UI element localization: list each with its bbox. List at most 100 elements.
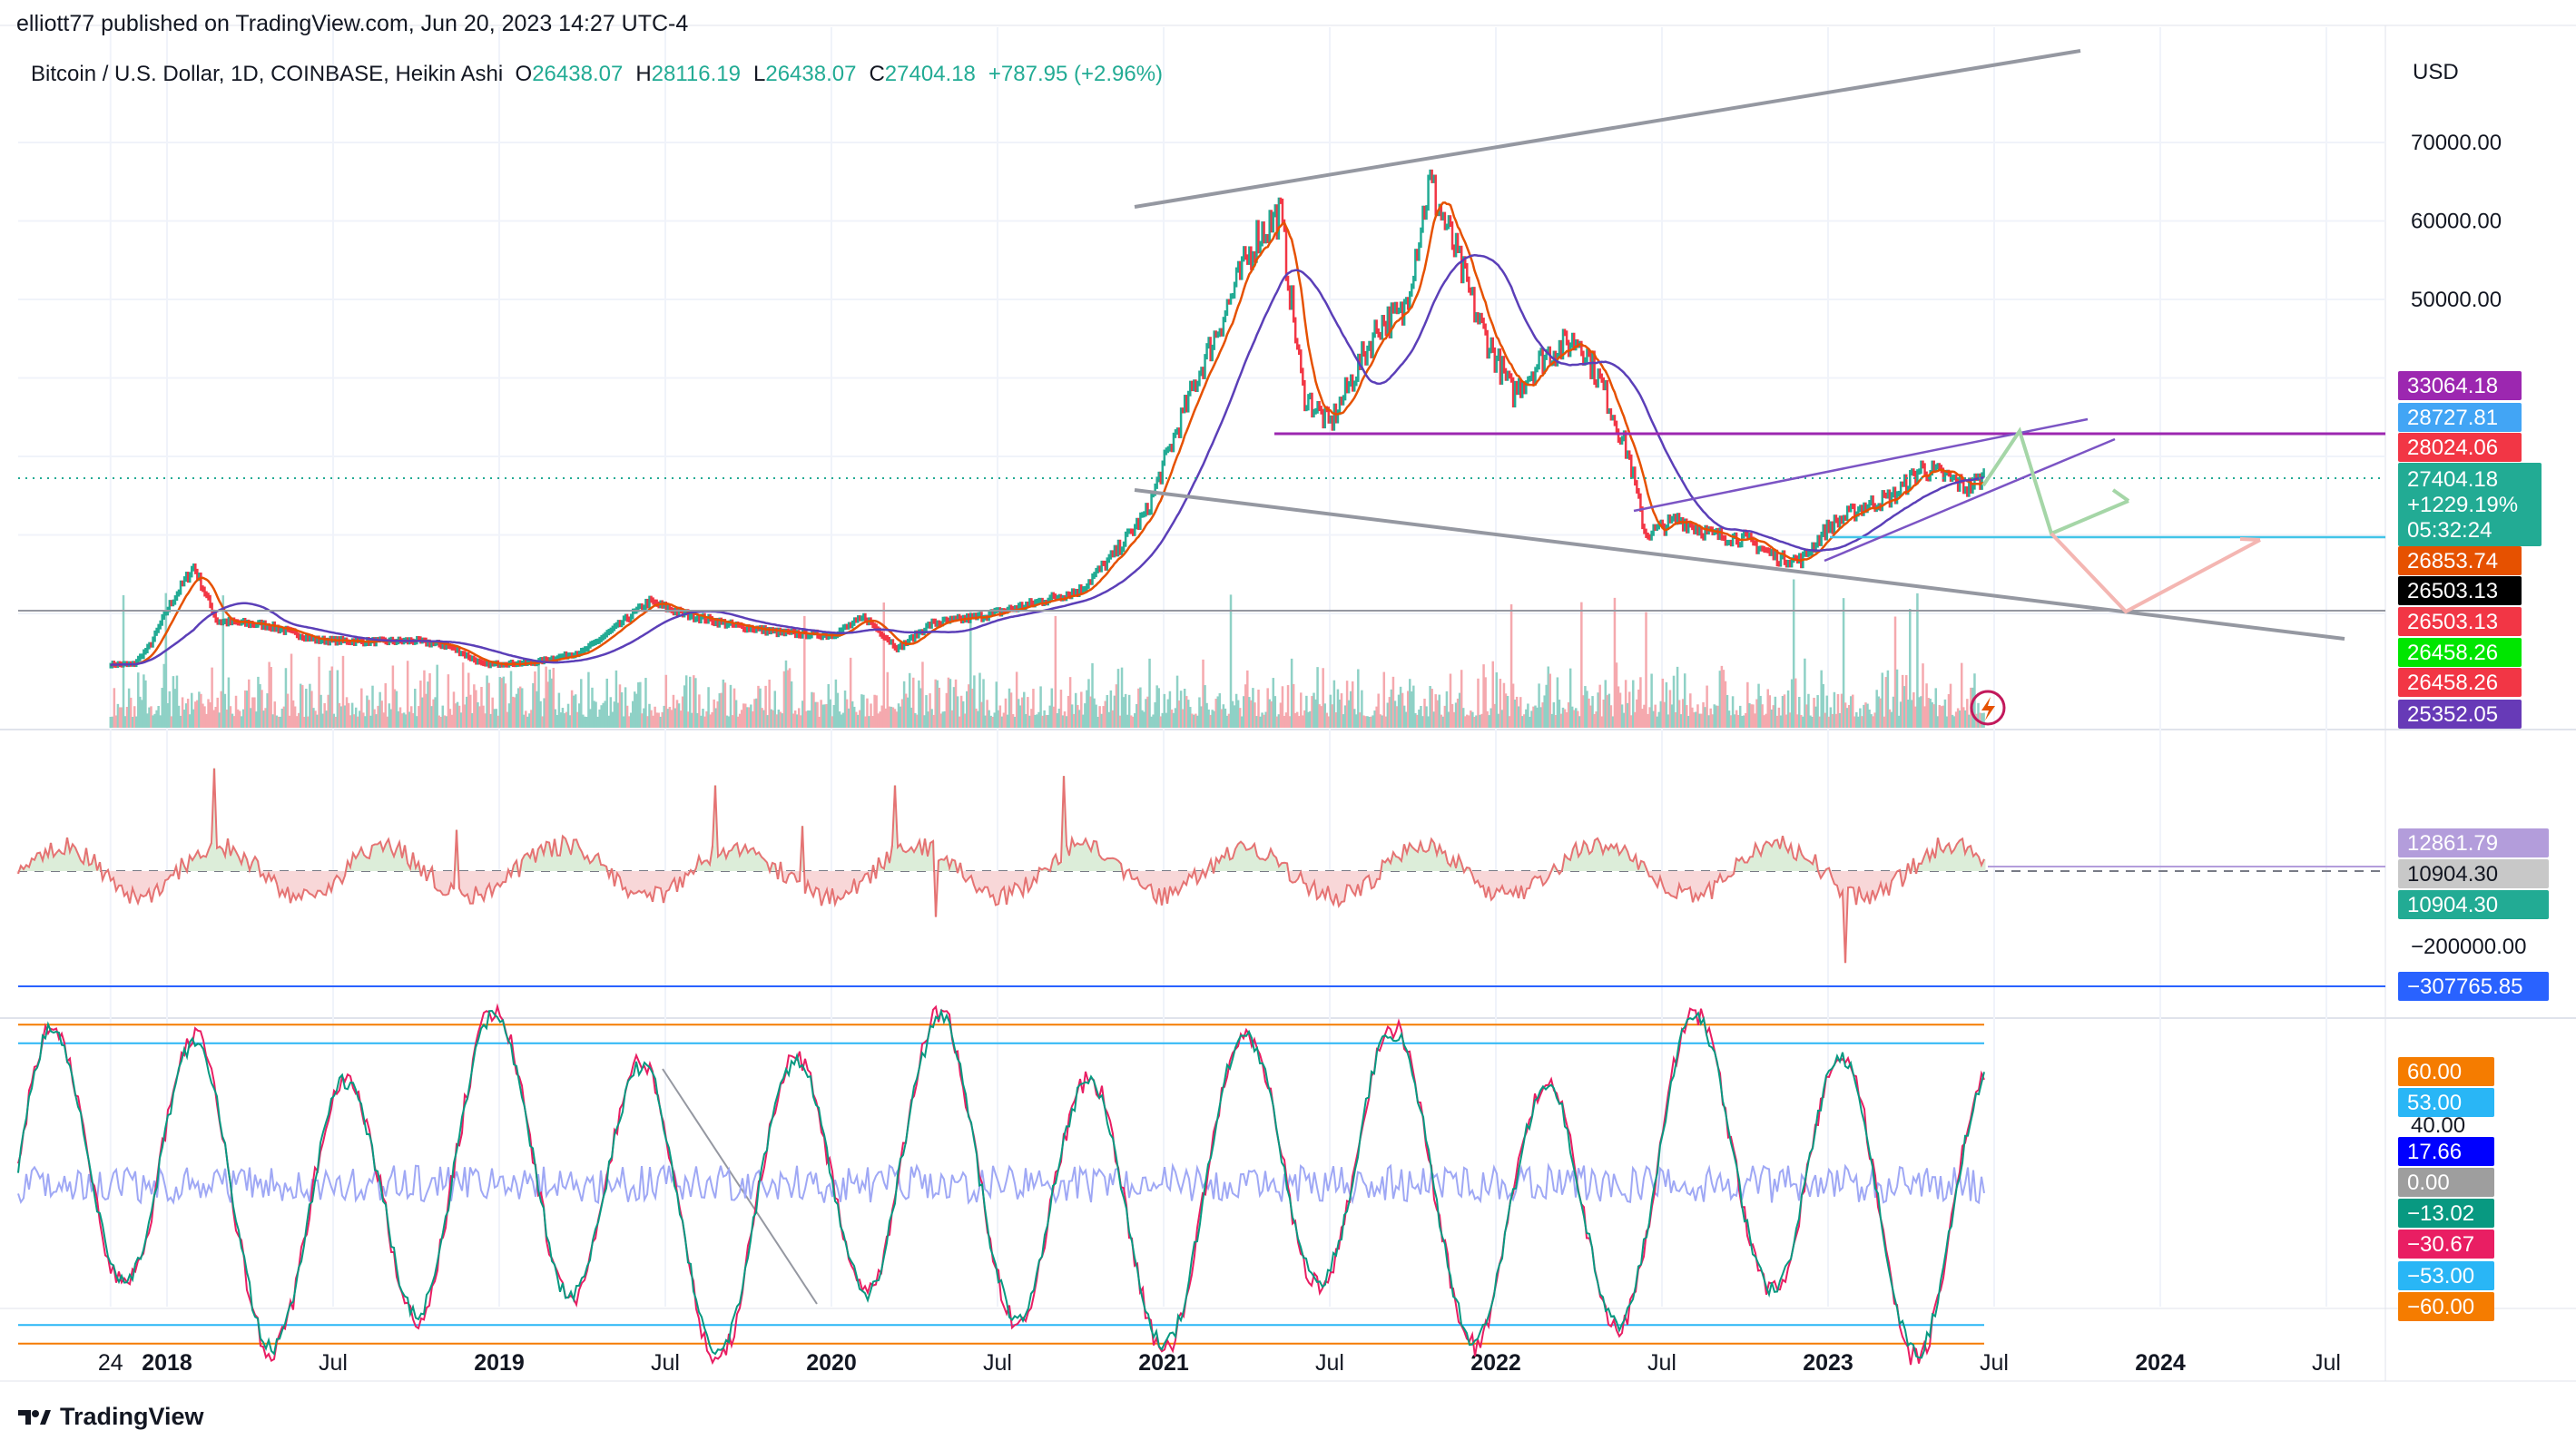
tradingview-brand[interactable]: TradingView xyxy=(16,1403,204,1431)
oscillator-tick-label: 40.00 xyxy=(2411,1113,2465,1138)
time-tick-label: Jul xyxy=(319,1350,348,1376)
last-price-badge xyxy=(2398,463,2542,546)
bearish-arrow-head xyxy=(2239,537,2261,542)
oscillator-signal-line xyxy=(17,1162,1985,1206)
oscillator-trendline xyxy=(662,1068,818,1305)
price-level-badge xyxy=(2398,371,2522,400)
upper-trendline xyxy=(1134,49,2081,209)
time-tick-label: Jul xyxy=(1315,1350,1344,1376)
oscillator-level-badge xyxy=(2398,1168,2494,1197)
price-level-value: 26458.26 xyxy=(2407,641,2498,665)
oscillator-level-badge xyxy=(2398,972,2549,1001)
price-level-value: 26853.74 xyxy=(2407,549,2498,573)
oscillator-level-badge xyxy=(2398,1088,2494,1117)
symbol-title: Bitcoin / U.S. Dollar, 1D, COINBASE, Hei… xyxy=(31,62,504,86)
tradingview-logo-icon xyxy=(18,1409,51,1425)
currency-label: USD xyxy=(2413,60,2459,84)
price-level-badge xyxy=(2398,700,2522,729)
brand-name: TradingView xyxy=(60,1403,204,1430)
oscillator-line xyxy=(17,768,1985,964)
price-level-value: 26503.13 xyxy=(2407,579,2498,603)
lower-trendline xyxy=(1134,488,2345,641)
low-label: L xyxy=(752,62,766,86)
oscillator-level-value: −30.67 xyxy=(2407,1232,2474,1257)
price-level-value: 33064.18 xyxy=(2407,374,2498,398)
oscillator-level-value: 12861.79 xyxy=(2407,831,2498,856)
price-level-badge xyxy=(2398,403,2522,432)
price-tick-label: 60000.00 xyxy=(2411,210,2502,234)
symbol-legend: Bitcoin / U.S. Dollar, 1D, COINBASE, Hei… xyxy=(31,62,1163,87)
time-tick-label: 2018 xyxy=(142,1350,192,1376)
volume-bars xyxy=(109,579,1985,728)
price-tick-label: 70000.00 xyxy=(2411,131,2502,155)
time-tick-label: Jul xyxy=(1980,1350,2009,1376)
time-tick-label: 2022 xyxy=(1470,1350,1521,1376)
oscillator-level-value: 60.00 xyxy=(2407,1060,2462,1084)
oscillator-level-value: 10904.30 xyxy=(2407,862,2498,887)
high-label: H xyxy=(635,62,652,86)
bearish-projection-arrow xyxy=(2050,532,2261,614)
price-level-value: 25352.05 xyxy=(2407,702,2498,727)
bullish-projection-arrow xyxy=(1981,426,2129,536)
high-value: 28116.19 xyxy=(651,62,741,86)
oscillator-d-line xyxy=(17,1008,1985,1359)
lightning-icon xyxy=(1981,697,1995,720)
oscillator-tick-label: −200000.00 xyxy=(2411,935,2526,959)
low-value: 26438.07 xyxy=(765,62,857,86)
oscillator-level-badge xyxy=(2398,1261,2494,1290)
price-level-value: 26503.13 xyxy=(2407,610,2498,634)
oscillator-level-badge xyxy=(2398,828,2549,857)
price-level-badge xyxy=(2398,668,2522,697)
oscillator-k-line xyxy=(17,1003,1985,1366)
price-level-badge xyxy=(2398,607,2522,636)
price-level-badge xyxy=(2398,576,2522,605)
oscillator-level-value: −60.00 xyxy=(2407,1295,2474,1319)
oscillator-level-value: 0.00 xyxy=(2407,1171,2450,1195)
wedge-lower-line xyxy=(1824,437,2116,563)
time-tick-label: 24 xyxy=(98,1350,123,1376)
price-level-badge xyxy=(2398,546,2522,575)
oscillator-level-value: 53.00 xyxy=(2407,1091,2462,1115)
open-value: 26438.07 xyxy=(532,62,624,86)
last-price-change: +1229.19% xyxy=(2407,493,2518,517)
price-level-value: 28024.06 xyxy=(2407,436,2498,460)
price-level-badge xyxy=(2398,433,2522,462)
publish-header: elliott77 published on TradingView.com, … xyxy=(16,11,689,36)
bar-countdown: 05:32:24 xyxy=(2407,518,2492,543)
oscillator-level-badge xyxy=(2398,1137,2494,1166)
time-tick-label: 2021 xyxy=(1138,1350,1189,1376)
close-label: C xyxy=(869,62,885,86)
oscillator-level-value: −307765.85 xyxy=(2407,975,2522,999)
time-tick-label: 2023 xyxy=(1803,1350,1853,1376)
oscillator-level-value: −13.02 xyxy=(2407,1201,2474,1226)
bullish-arrow-head xyxy=(2111,488,2130,503)
price-tick-label: 50000.00 xyxy=(2411,288,2502,312)
last-price-value: 27404.18 xyxy=(2407,467,2498,492)
oscillator-level-badge xyxy=(2398,859,2549,888)
change-value: +787.95 (+2.96%) xyxy=(988,62,1164,86)
price-level-value: 26458.26 xyxy=(2407,671,2498,695)
close-value: 27404.18 xyxy=(884,62,976,86)
oscillator-level-badge xyxy=(2398,1292,2494,1321)
oscillator-level-badge xyxy=(2398,1230,2494,1259)
oscillator-level-value: 10904.30 xyxy=(2407,893,2498,917)
time-tick-label: Jul xyxy=(983,1350,1012,1376)
time-tick-label: 2024 xyxy=(2135,1350,2186,1376)
open-label: O xyxy=(515,62,533,86)
oscillator-level-badge xyxy=(2398,890,2549,919)
time-tick-label: Jul xyxy=(2312,1350,2341,1376)
time-tick-label: Jul xyxy=(1647,1350,1676,1376)
time-tick-label: 2020 xyxy=(806,1350,857,1376)
oscillator-level-value: 17.66 xyxy=(2407,1140,2462,1164)
wedge-upper-line xyxy=(1633,417,2089,513)
price-level-value: 28727.81 xyxy=(2407,406,2498,430)
lightning-circle-icon xyxy=(1970,690,2006,726)
oscillator-level-value: −53.00 xyxy=(2407,1264,2474,1288)
oscillator-level-badge xyxy=(2398,1199,2494,1228)
oscillator-level-badge xyxy=(2398,1057,2494,1086)
price-level-badge xyxy=(2398,638,2522,667)
price-candles xyxy=(109,169,1985,669)
time-tick-label: Jul xyxy=(651,1350,680,1376)
time-tick-label: 2019 xyxy=(474,1350,525,1376)
